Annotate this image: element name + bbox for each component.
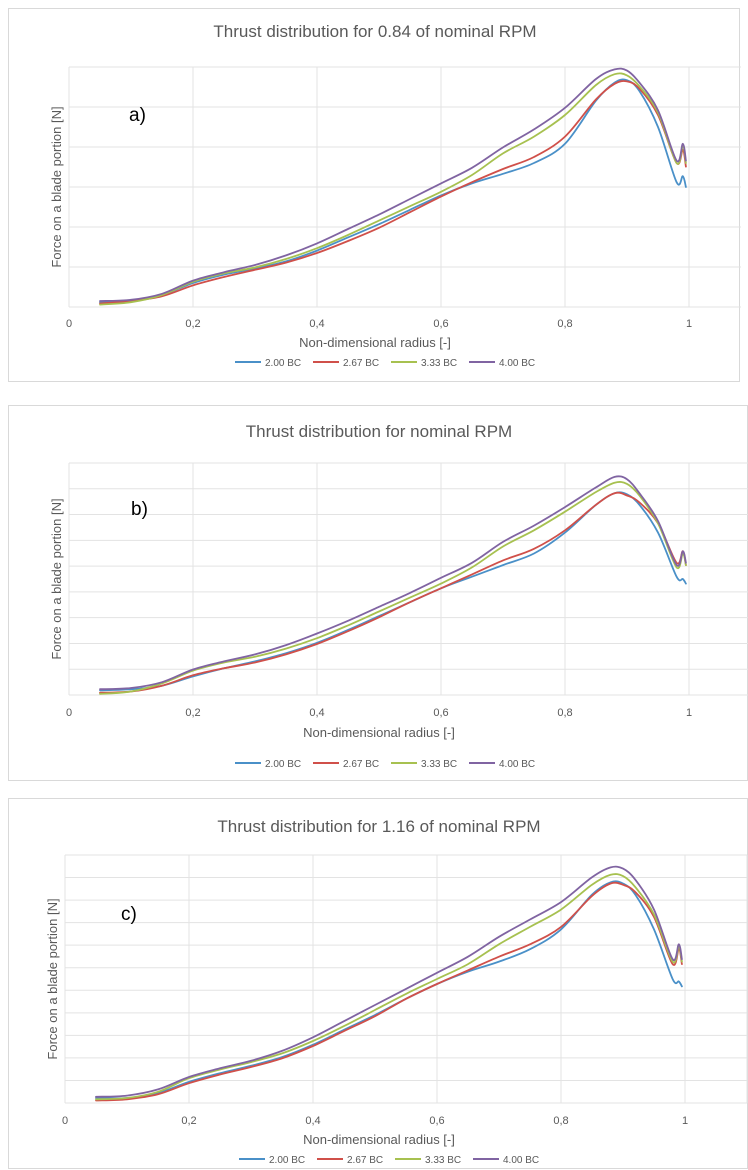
series-line-2-00-bc: [99, 78, 687, 304]
legend-label: 3.33 BC: [421, 759, 457, 770]
series-line-3-33-bc: [95, 873, 683, 1101]
legend-label: 4.00 BC: [499, 759, 535, 770]
chart-svg-c: Thrust distribution for 1.16 of nominal …: [45, 817, 748, 1166]
series-line-2-67-bc: [99, 491, 687, 694]
x-tick-label: 1: [686, 318, 692, 330]
legend-label: 2.67 BC: [347, 1155, 383, 1166]
y-axis-label: Force on a blade portion [N]: [45, 898, 60, 1059]
series-line-2-00-bc: [99, 491, 687, 692]
legend-label: 3.33 BC: [425, 1155, 461, 1166]
series-line-4-00-bc: [99, 475, 687, 691]
chart-title: Thrust distribution for nominal RPM: [246, 422, 512, 441]
legend-label: 3.33 BC: [421, 358, 457, 369]
x-tick-label: 0,4: [309, 318, 324, 330]
x-tick-label: 0,8: [553, 1115, 568, 1127]
x-tick-label: 0,2: [185, 707, 200, 719]
series-line-2-67-bc: [99, 80, 687, 305]
y-axis-label: Force on a blade portion [N]: [49, 106, 64, 267]
chart-title: Thrust distribution for 0.84 of nominal …: [213, 22, 536, 41]
x-tick-label: 1: [686, 707, 692, 719]
series-line-3-33-bc: [99, 72, 687, 306]
series-line-3-33-bc: [99, 481, 687, 695]
x-tick-label: 0: [62, 1115, 68, 1127]
x-axis-label: Non-dimensional radius [-]: [303, 725, 455, 740]
x-tick-label: 0,8: [557, 707, 572, 719]
x-tick-label: 0,2: [185, 318, 200, 330]
legend-label: 2.00 BC: [265, 358, 301, 369]
legend-label: 2.67 BC: [343, 358, 379, 369]
x-tick-label: 0,6: [433, 318, 448, 330]
x-axis-label: Non-dimensional radius [-]: [303, 1132, 455, 1147]
panel-label: a): [129, 105, 146, 126]
x-tick-label: 0: [66, 707, 72, 719]
series-line-4-00-bc: [99, 67, 687, 302]
chart-panel-c: Thrust distribution for 1.16 of nominal …: [8, 798, 748, 1169]
chart-panel-b: Thrust distribution for nominal RPM 0 0,2 0…: [8, 405, 748, 781]
x-tick-label: 0,2: [181, 1115, 196, 1127]
y-axis-label: Force on a blade portion [N]: [49, 498, 64, 659]
series-line-4-00-bc: [95, 865, 683, 1098]
chart-panel-a: Thrust distribution for 0.84 of nominal …: [8, 8, 741, 382]
x-tick-label: 0,4: [305, 1115, 320, 1127]
x-tick-label: 0,6: [433, 707, 448, 719]
x-tick-label: 0: [66, 318, 72, 330]
legend-label: 2.67 BC: [343, 759, 379, 770]
chart-title: Thrust distribution for 1.16 of nominal …: [217, 817, 540, 836]
panel-label: c): [121, 904, 137, 925]
series-line-2-67-bc: [95, 881, 683, 1102]
x-tick-label: 1: [682, 1115, 688, 1127]
chart-svg-b: Thrust distribution for nominal RPM 0 0,2 0…: [49, 422, 748, 770]
x-tick-label: 0,6: [429, 1115, 444, 1127]
x-axis-label: Non-dimensional radius [-]: [299, 335, 451, 350]
x-tick-label: 0,8: [557, 318, 572, 330]
legend-label: 4.00 BC: [503, 1155, 539, 1166]
chart-svg-a: Thrust distribution for 0.84 of nominal …: [49, 22, 741, 369]
legend-label: 2.00 BC: [265, 759, 301, 770]
panel-label: b): [131, 499, 148, 520]
legend-label: 2.00 BC: [269, 1155, 305, 1166]
legend-label: 4.00 BC: [499, 358, 535, 369]
x-tick-label: 0,4: [309, 707, 324, 719]
